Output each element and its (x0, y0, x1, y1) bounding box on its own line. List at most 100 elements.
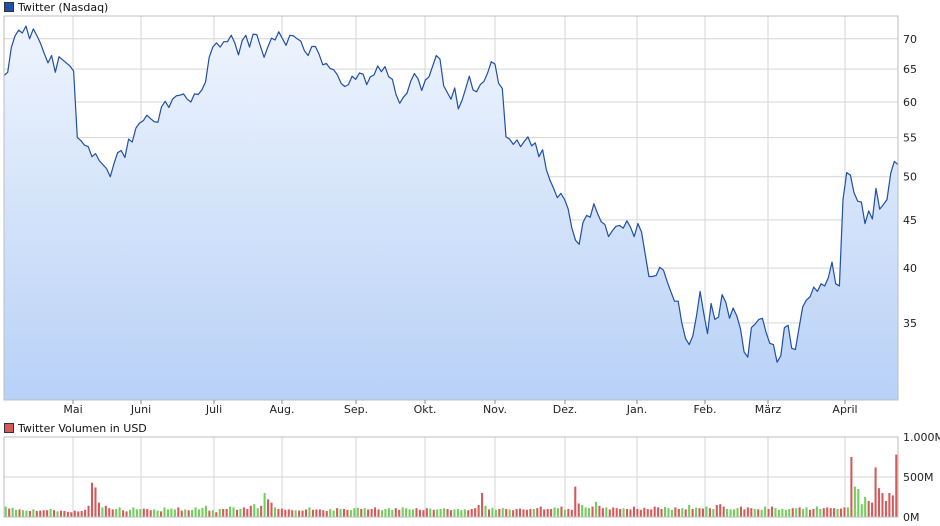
volume-bar (684, 509, 687, 517)
volume-bar (467, 510, 470, 517)
volume-bar (681, 508, 684, 517)
volume-bar (636, 509, 639, 517)
volume-bar (733, 509, 736, 517)
volume-bar (142, 508, 145, 517)
volume-bar (674, 507, 677, 517)
volume-bar (73, 510, 76, 517)
volume-bar (432, 509, 435, 517)
volume-bar (208, 510, 211, 517)
volume-bar (822, 508, 825, 517)
volume-bar (481, 493, 484, 517)
volume-bar (449, 510, 453, 517)
volume-bar (356, 507, 359, 517)
volume-bar (101, 507, 104, 517)
volume-bar (270, 502, 273, 517)
price-legend-swatch (4, 2, 14, 12)
volume-bar (853, 486, 856, 517)
volume-bar (739, 506, 742, 517)
volume-bar (315, 509, 318, 517)
volume-bar (615, 508, 618, 517)
volume-bar (146, 509, 149, 517)
price-x-tick-10: März (755, 403, 782, 416)
volume-bar (867, 501, 870, 517)
volume-bar (560, 506, 563, 517)
volume-bar (736, 508, 739, 517)
volume-bar (750, 508, 753, 517)
volume-bar (80, 511, 83, 517)
volume-bar (446, 509, 449, 517)
volume-bar (798, 507, 801, 517)
volume-bar (235, 509, 239, 517)
price-y-tick-7: 35 (903, 317, 917, 330)
volume-bar (263, 493, 266, 517)
price-area (4, 26, 898, 400)
volume-bar (722, 506, 725, 517)
volume-bar (349, 510, 352, 517)
volume-bar (505, 509, 508, 517)
volume-bar (829, 508, 832, 517)
volume-bar (115, 509, 118, 517)
volume-bar (712, 509, 715, 517)
volume-bar (819, 509, 822, 517)
volume-legend-label: Twitter Volumen in USD (18, 421, 147, 435)
volume-bar (63, 511, 66, 517)
volume-bar (474, 508, 477, 517)
volume-bar (546, 509, 549, 517)
volume-bar (570, 509, 573, 517)
volume-bar (204, 505, 207, 517)
volume-bar (298, 510, 301, 517)
price-chart: Mai Juni Juli Aug. Sep. Okt. Nov. Dez. Jan. Feb. M… (3, 15, 917, 416)
volume-bar (753, 509, 756, 517)
volume-bar (53, 510, 56, 517)
volume-bar (484, 505, 487, 517)
volume-bar (815, 506, 818, 517)
volume-bar (646, 509, 649, 517)
volume-bar (550, 509, 553, 517)
volume-bar (608, 509, 611, 517)
volume-bar (222, 509, 225, 517)
volume-bar (139, 509, 142, 517)
volume-bar (660, 509, 663, 517)
volume-bar (477, 505, 480, 517)
volume-bar (846, 507, 849, 517)
volume-bar (436, 509, 439, 517)
volume-bar (808, 509, 812, 517)
price-x-tick-4: Sep. (344, 403, 368, 416)
volume-bar (884, 501, 887, 517)
price-legend-label: Twitter (Nasdaq) (18, 0, 109, 14)
volume-bar (84, 509, 87, 517)
volume-bar (653, 506, 656, 517)
price-line (3, 25, 899, 363)
volume-bar (826, 507, 829, 517)
volume-bar (4, 506, 7, 517)
volume-bar (229, 506, 232, 517)
volume-bar (118, 507, 121, 517)
volume-bar (498, 509, 501, 517)
volume-bar (401, 507, 404, 517)
volume-bar (667, 508, 670, 517)
volume-bar (888, 493, 891, 517)
volume-bar (501, 508, 504, 517)
volume-bar (132, 507, 135, 517)
volume-bar (191, 509, 194, 517)
volume-bar (253, 504, 256, 517)
volume-bar (670, 509, 673, 517)
volume-bar (267, 499, 270, 517)
volume-bar (494, 509, 497, 517)
volume-bar (795, 508, 798, 517)
volume-bar (394, 508, 397, 517)
volume-bar (529, 509, 532, 517)
price-legend: Twitter (Nasdaq) (4, 0, 109, 14)
volume-bar (329, 509, 332, 517)
volume-bar (194, 507, 197, 517)
volume-bar (701, 508, 705, 517)
volume-bar (788, 509, 791, 517)
volume-bar (622, 508, 625, 517)
volume-bar (360, 509, 363, 517)
volume-bar (160, 511, 163, 517)
volume-bar (691, 509, 694, 517)
volume-bar (56, 511, 59, 517)
volume-bar (304, 509, 308, 517)
volume-bar (770, 506, 774, 517)
